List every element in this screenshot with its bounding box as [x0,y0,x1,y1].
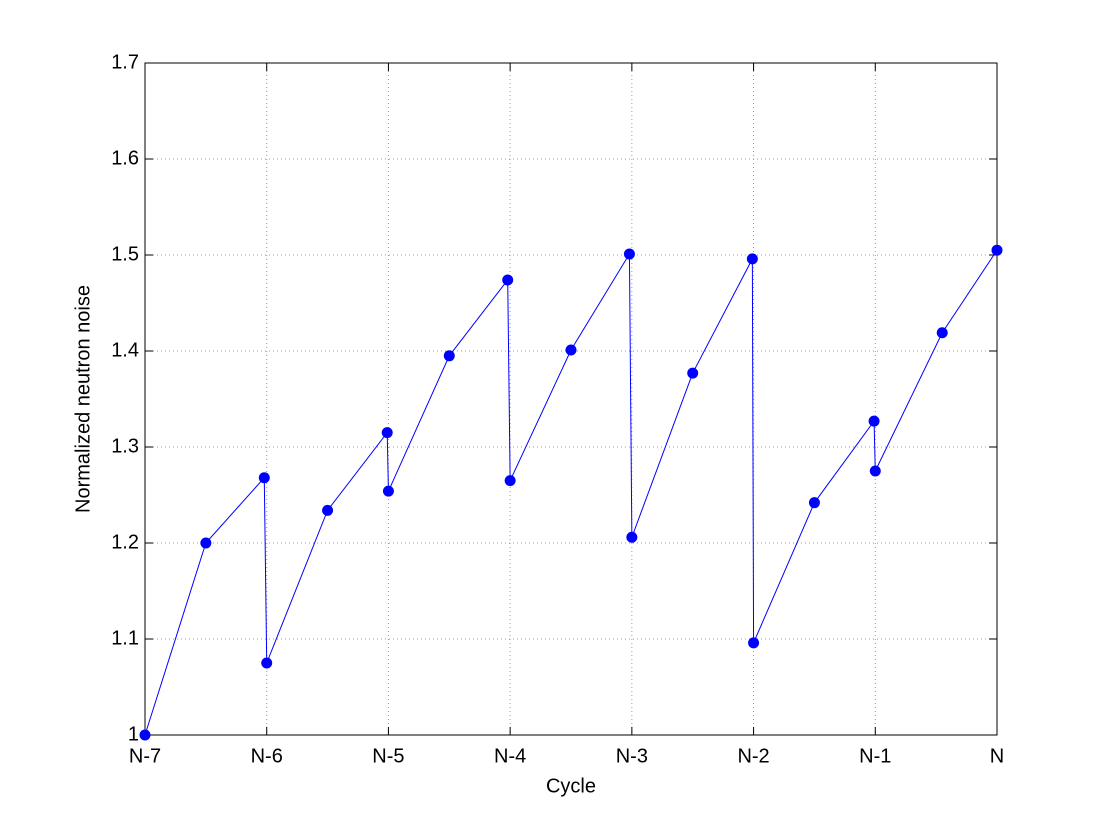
y-tick-label: 1.4 [111,339,139,361]
data-point [746,253,758,265]
x-tick-label: N-5 [372,745,404,767]
data-point [502,274,514,286]
data-point [322,504,334,516]
data-point [748,637,760,649]
y-tick-label: 1.7 [111,51,139,73]
y-tick-label: 1 [128,723,139,745]
x-tick-label: N-3 [616,745,648,767]
data-point [200,537,212,549]
y-axis-label: Normalized neutron noise [72,285,94,513]
y-tick-label: 1.3 [111,435,139,457]
data-point [565,344,577,356]
x-tick-label: N-6 [251,745,283,767]
data-point [626,531,638,543]
x-tick-label: N [990,745,1004,767]
data-point [991,244,1003,256]
data-point [382,485,394,497]
data-point [261,657,273,669]
y-tick-label: 1.6 [111,147,139,169]
y-tick-label: 1.1 [111,627,139,649]
data-point [258,472,270,484]
x-tick-label: N-7 [129,745,161,767]
y-tick-label: 1.2 [111,531,139,553]
data-point [443,350,455,362]
data-point [687,367,699,379]
data-point [623,248,635,260]
data-point [869,465,881,477]
y-tick-label: 1.5 [111,243,139,265]
x-tick-label: N-4 [494,745,526,767]
data-point [504,475,516,487]
data-point [868,415,880,427]
data-point [139,729,151,741]
data-point [808,497,820,509]
plot-frame [144,62,998,736]
data-point [936,327,948,339]
data-point [381,427,393,439]
x-tick-label: N-2 [737,745,769,767]
x-tick-label: N-1 [859,745,891,767]
x-axis-label: Cycle [546,775,596,797]
